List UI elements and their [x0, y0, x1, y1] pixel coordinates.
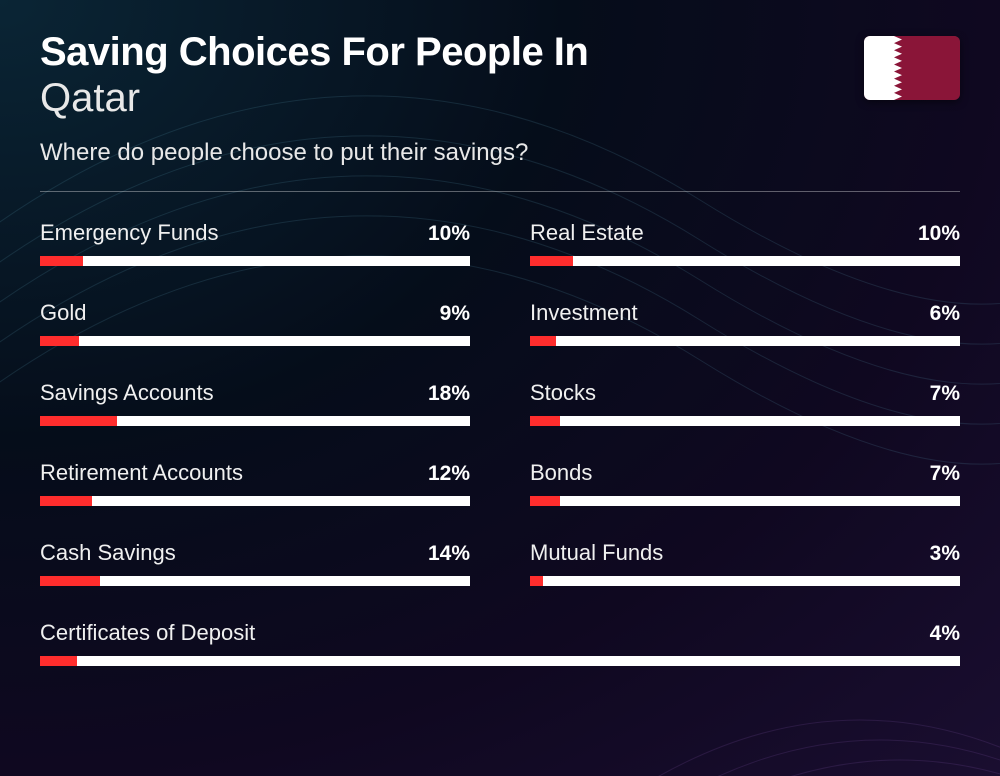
chart-item: Bonds 7% — [530, 460, 960, 506]
divider — [40, 191, 960, 192]
bar-fill — [530, 576, 543, 586]
chart-item: Emergency Funds 10% — [40, 220, 470, 266]
subtitle: Where do people choose to put their savi… — [40, 139, 864, 167]
bar-fill — [40, 416, 117, 426]
header: Saving Choices For People In Qatar Where… — [40, 30, 960, 167]
bar-fill — [530, 256, 573, 266]
chart-item: Retirement Accounts 12% — [40, 460, 470, 506]
chart-item: Savings Accounts 18% — [40, 380, 470, 426]
chart-item-value: 18% — [428, 382, 470, 406]
bar-track — [530, 336, 960, 346]
chart-item-label: Stocks — [530, 380, 596, 406]
bar-track — [530, 496, 960, 506]
chart-item-value: 7% — [930, 382, 960, 406]
chart-item: Real Estate 10% — [530, 220, 960, 266]
chart-item-value: 4% — [930, 622, 960, 646]
bar-track — [40, 336, 470, 346]
chart-item-label: Emergency Funds — [40, 220, 219, 246]
chart-item-label: Certificates of Deposit — [40, 620, 255, 646]
chart-item-label: Gold — [40, 300, 86, 326]
bar-fill — [40, 576, 100, 586]
bar-fill — [40, 256, 83, 266]
chart-item-value: 6% — [930, 302, 960, 326]
bar-fill — [530, 336, 556, 346]
chart-item-label: Retirement Accounts — [40, 460, 243, 486]
title-line-1: Saving Choices For People In — [40, 30, 864, 74]
chart-item-value: 14% — [428, 542, 470, 566]
bar-track — [40, 416, 470, 426]
chart-item-label: Cash Savings — [40, 540, 176, 566]
bar-track — [40, 656, 960, 666]
bar-track — [530, 576, 960, 586]
qatar-flag-icon — [864, 36, 960, 100]
bar-fill — [40, 656, 77, 666]
chart-item-label: Bonds — [530, 460, 592, 486]
bar-track — [40, 576, 470, 586]
chart-item-value: 12% — [428, 462, 470, 486]
bar-track — [530, 256, 960, 266]
chart-item-value: 10% — [918, 222, 960, 246]
bar-fill — [530, 416, 560, 426]
chart-item-label: Savings Accounts — [40, 380, 214, 406]
chart-item: Mutual Funds 3% — [530, 540, 960, 586]
chart-item-value: 10% — [428, 222, 470, 246]
chart-item-value: 7% — [930, 462, 960, 486]
chart-item-label: Mutual Funds — [530, 540, 663, 566]
bar-fill — [40, 496, 92, 506]
chart-item-label: Investment — [530, 300, 638, 326]
chart-item: Investment 6% — [530, 300, 960, 346]
chart-item: Certificates of Deposit 4% — [40, 620, 960, 666]
bar-fill — [40, 336, 79, 346]
chart-item-label: Real Estate — [530, 220, 644, 246]
bar-track — [40, 496, 470, 506]
bar-track — [40, 256, 470, 266]
chart-item: Cash Savings 14% — [40, 540, 470, 586]
chart-item-value: 3% — [930, 542, 960, 566]
bar-track — [530, 416, 960, 426]
chart-item-value: 9% — [440, 302, 470, 326]
chart-grid: Emergency Funds 10% Real Estate 10% Gold 9% In… — [40, 220, 960, 666]
chart-item: Stocks 7% — [530, 380, 960, 426]
bar-fill — [530, 496, 560, 506]
chart-item: Gold 9% — [40, 300, 470, 346]
title-line-2: Qatar — [40, 76, 864, 121]
